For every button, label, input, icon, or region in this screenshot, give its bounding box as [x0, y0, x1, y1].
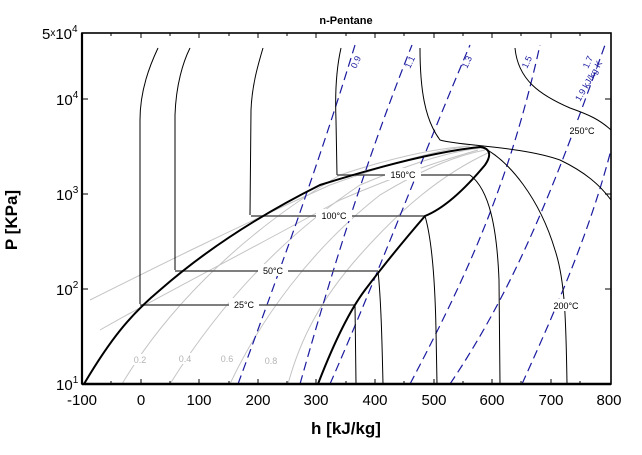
entropy-label-0.9: 0.9: [349, 54, 363, 70]
ytick-label-4: 104: [56, 90, 79, 109]
saturation-dome: [83, 145, 491, 385]
isotherm-labels: 25°C 50°C 100°C 150°C 200°C 250°C: [229, 124, 598, 311]
entropy-label-1.5: 1.5: [520, 54, 534, 70]
quality-line-0.6: [229, 149, 486, 385]
label-25C: 25°C: [234, 300, 255, 310]
chart-title: n-Pentane: [319, 15, 372, 27]
ytick-label-top: 5x104: [42, 24, 78, 43]
isentrope-1.7: [449, 44, 606, 385]
isotherm-150-vapor: [469, 174, 501, 385]
xtick-label: 800: [596, 392, 621, 409]
y-tick-labels: 101 102 103 104 5x104: [42, 24, 79, 394]
isotherm-25-liquid: [139, 47, 159, 304]
xtick-label: 500: [421, 392, 446, 409]
ytick-label-3: 103: [56, 185, 79, 204]
quality-lines: [89, 145, 491, 385]
x-ticks: [81, 33, 581, 384]
ytick-label-2: 102: [56, 280, 79, 299]
isotherm-25-vapor: [354, 304, 357, 385]
quality-label-0.2: 0.2: [134, 355, 147, 365]
isotherm-plateaus: [140, 174, 470, 306]
isentrope-1.5: [409, 44, 541, 385]
isotherm-100-vapor: [424, 215, 438, 385]
xtick-label: 200: [245, 392, 270, 409]
xtick-label: 0: [137, 392, 145, 409]
label-150C: 150°C: [390, 170, 416, 180]
entropy-label-1.7: 1.7: [581, 54, 595, 70]
isotherm-250: [514, 47, 612, 131]
label-200C: 200°C: [553, 301, 579, 311]
label-50C: 50°C: [263, 266, 284, 276]
entropy-label-1.3: 1.3: [460, 54, 474, 70]
xtick-label: 300: [303, 392, 328, 409]
xtick-label: 700: [538, 392, 563, 409]
isotherm-200-upper: [419, 47, 612, 201]
quality-label-0.6: 0.6: [221, 354, 234, 364]
quality-line-0.2: [121, 145, 471, 385]
ytick-label-1: 101: [56, 375, 79, 394]
isotherm-50-liquid: [174, 47, 191, 270]
y-ticks: [82, 98, 611, 290]
entropy-label-1.1: 1.1: [403, 54, 417, 70]
isotherm-150-liquid: [335, 47, 342, 176]
x-tick-labels: -100 0 100 200 300 400 500 600 700 800: [67, 392, 622, 409]
isentrope-1.3: [329, 44, 471, 385]
label-100C: 100°C: [321, 211, 347, 221]
isentropes: [237, 44, 612, 385]
isentrope-labels: 0.9 1.1 1.3 1.5 1.7 1.9 kJ/kg-K: [349, 54, 604, 103]
label-250C: 250°C: [569, 126, 595, 136]
isotherm-200: [479, 145, 568, 385]
isotherm-50-vapor: [377, 270, 384, 385]
xtick-label: -100: [67, 392, 97, 409]
isentrope-1.9: [521, 149, 612, 385]
y-axis-label: P [KPa]: [2, 190, 21, 250]
xtick-label: 600: [479, 392, 504, 409]
xtick-label: 400: [362, 392, 387, 409]
isentrope-0.9: [237, 44, 356, 385]
quality-label-0.8: 0.8: [265, 356, 278, 366]
plot-area: 25°C 50°C 100°C 150°C 200°C 250°C 0.2 0.…: [83, 44, 612, 385]
plot-frame: [81, 32, 612, 385]
quality-labels: 0.2 0.4 0.6 0.8: [131, 353, 280, 366]
x-axis-label: h [kJ/kg]: [311, 419, 381, 438]
isentrope-1.1: [299, 44, 413, 385]
quality-label-0.4: 0.4: [179, 354, 192, 364]
xtick-label: 100: [186, 392, 211, 409]
isotherm-100-liquid: [249, 47, 264, 216]
isotherms: [139, 47, 612, 385]
quality-line-0.8: [287, 151, 491, 385]
